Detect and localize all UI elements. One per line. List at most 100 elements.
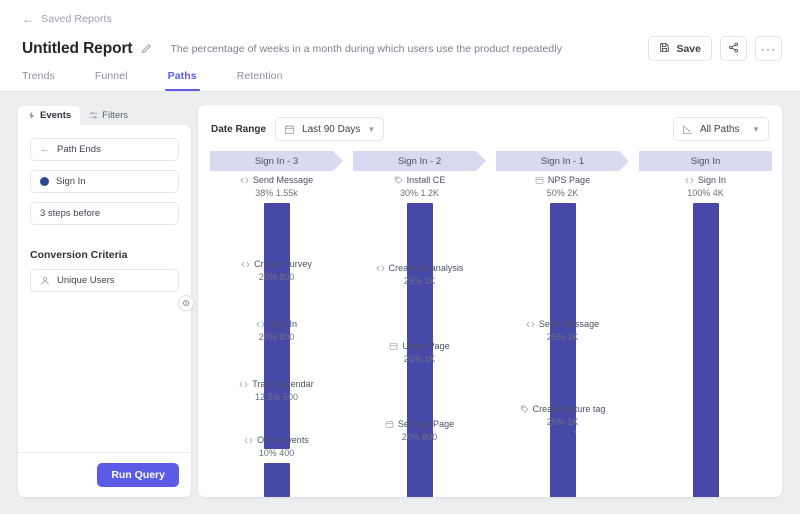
code-icon bbox=[256, 320, 265, 329]
share-button[interactable] bbox=[720, 36, 747, 61]
path-node-bar[interactable] bbox=[406, 203, 433, 304]
path-node-name: Create feature tag bbox=[532, 404, 606, 414]
path-ends-label: Path Ends bbox=[57, 144, 101, 155]
path-node[interactable]: NPS Page 50% 2K bbox=[496, 175, 629, 372]
path-column: Sign In 100% 4K bbox=[639, 175, 772, 497]
path-node-bar[interactable] bbox=[406, 291, 433, 376]
lightning-icon bbox=[27, 111, 36, 120]
path-node-bar[interactable] bbox=[406, 447, 433, 497]
page-icon bbox=[389, 342, 398, 351]
query-panel-content: ← Path Ends Sign In 3 steps before Conve… bbox=[18, 125, 191, 292]
path-node[interactable]: Create Survey 20% 800 bbox=[210, 259, 343, 355]
path-node-bar[interactable] bbox=[549, 432, 576, 497]
path-node-name: Other events bbox=[257, 435, 309, 445]
tab-filters[interactable]: Filters bbox=[80, 106, 137, 126]
query-panel: Events Filters ← Path Ends bbox=[18, 105, 191, 497]
user-icon bbox=[40, 276, 50, 286]
paths-chart-card: Date Range Last 90 Days ▼ bbox=[198, 105, 782, 497]
path-node-name: Track Calendar bbox=[252, 379, 314, 389]
path-node-name: Users Page bbox=[402, 341, 450, 351]
path-ends-selector[interactable]: ← Path Ends bbox=[30, 138, 179, 161]
path-node[interactable]: Create feature tag 25% 1K bbox=[496, 404, 629, 497]
tab-trends[interactable]: Trends bbox=[22, 70, 55, 82]
path-node-bar[interactable] bbox=[263, 407, 290, 449]
path-node[interactable]: Create an analysis 25% 1K bbox=[353, 263, 486, 376]
path-node-name: NPS Page bbox=[547, 175, 591, 185]
tab-funnel[interactable]: Funnel bbox=[94, 70, 128, 82]
date-range-value: Last 90 Days bbox=[302, 123, 361, 135]
path-node[interactable]: Settings Page 20% 800 bbox=[353, 419, 486, 497]
path-node-value: 20% 800 bbox=[401, 432, 438, 442]
report-header: ← Saved Reports Untitled Report The perc… bbox=[0, 0, 800, 92]
path-node-label: Create an analysis bbox=[376, 263, 464, 273]
code-icon bbox=[239, 380, 248, 389]
code-icon bbox=[526, 320, 535, 329]
code-icon bbox=[685, 176, 694, 185]
code-icon bbox=[241, 260, 250, 269]
path-step-header: Sign In bbox=[639, 151, 772, 171]
code-icon bbox=[240, 176, 249, 185]
report-tabs: Trends Funnel Paths Retention bbox=[22, 70, 323, 91]
path-node-label: Send Message bbox=[526, 319, 599, 329]
tab-retention[interactable]: Retention bbox=[236, 70, 283, 82]
path-node-label: Sign In bbox=[256, 319, 297, 329]
path-node-bar[interactable] bbox=[692, 203, 719, 497]
path-node-value: 100% 4K bbox=[687, 188, 724, 198]
share-icon bbox=[728, 41, 739, 56]
path-node-name: Sign In bbox=[268, 319, 298, 329]
path-node[interactable]: Track Calendar 12.5% 500 bbox=[210, 379, 343, 449]
floppy-disk-icon bbox=[659, 42, 670, 56]
date-range-select[interactable]: Last 90 Days ▼ bbox=[275, 117, 385, 141]
path-node-bar[interactable] bbox=[263, 463, 290, 497]
path-node-value: 20% 800 bbox=[258, 332, 295, 342]
breadcrumb[interactable]: ← Saved Reports bbox=[22, 13, 112, 25]
path-node[interactable]: Sign In 20% 800 bbox=[210, 319, 343, 415]
steps-selector[interactable]: 3 steps before bbox=[30, 202, 179, 225]
path-node-name: Send Message bbox=[252, 175, 314, 185]
path-node-name: Settings Page bbox=[397, 419, 455, 429]
path-node-bar[interactable] bbox=[549, 203, 576, 372]
path-node-value: 25% 1K bbox=[546, 417, 579, 427]
ellipsis-icon: ··· bbox=[761, 41, 776, 56]
path-node-label: Track Calendar bbox=[239, 379, 314, 389]
save-button[interactable]: Save bbox=[648, 36, 712, 61]
conversion-criteria-label: Unique Users bbox=[57, 275, 115, 286]
event-selector[interactable]: Sign In bbox=[30, 170, 179, 193]
more-options-button[interactable]: ··· bbox=[755, 36, 782, 61]
path-node-label: Users Page bbox=[389, 341, 450, 351]
path-node-label: Create feature tag bbox=[520, 404, 606, 414]
path-node-value: 25% 1K bbox=[403, 354, 436, 364]
query-panel-footer: Run Query bbox=[18, 452, 191, 497]
conversion-criteria-selector[interactable]: Unique Users bbox=[30, 269, 179, 292]
run-query-button[interactable]: Run Query bbox=[97, 463, 179, 487]
path-node[interactable]: Send Message 25% 1K bbox=[496, 319, 629, 432]
tab-paths[interactable]: Paths bbox=[164, 70, 200, 91]
page-icon bbox=[535, 176, 544, 185]
chart-controls: Date Range Last 90 Days ▼ bbox=[211, 117, 769, 141]
path-node-name: Send Message bbox=[538, 319, 600, 329]
panel-resize-handle[interactable] bbox=[178, 295, 194, 311]
path-node[interactable]: Other events 10% 400 bbox=[210, 435, 343, 497]
path-node-bar[interactable] bbox=[263, 347, 290, 415]
path-column: Install CE 30% 1.2K Create an analysis 25% … bbox=[353, 175, 486, 497]
all-paths-select[interactable]: All Paths ▼ bbox=[673, 117, 769, 141]
path-node[interactable]: Install CE 30% 1.2K bbox=[353, 175, 486, 304]
path-node-name: Sign In bbox=[697, 175, 727, 185]
tab-events[interactable]: Events bbox=[18, 106, 81, 126]
path-node-bar[interactable] bbox=[549, 347, 576, 432]
pencil-icon[interactable] bbox=[140, 43, 152, 55]
path-columns: Send Message 38% 1.55k Create Survey 20% 80… bbox=[210, 175, 772, 497]
path-node-label: Settings Page bbox=[385, 419, 454, 429]
path-node-bar[interactable] bbox=[263, 287, 290, 355]
path-node[interactable]: Sign In 100% 4K bbox=[639, 175, 772, 497]
path-node-bar[interactable] bbox=[406, 369, 433, 454]
path-node[interactable]: Users Page 25% 1K bbox=[353, 341, 486, 454]
path-node-value: 50% 2K bbox=[546, 188, 579, 198]
path-node-label: Sign In bbox=[685, 175, 726, 185]
filter-sliders-icon bbox=[89, 111, 98, 120]
arrow-left-icon: ← bbox=[22, 12, 35, 26]
path-node-name: Install CE bbox=[406, 175, 446, 185]
tag-icon bbox=[394, 176, 403, 185]
path-step-header: Sign In - 2 bbox=[353, 151, 486, 171]
tag-icon bbox=[520, 405, 529, 414]
